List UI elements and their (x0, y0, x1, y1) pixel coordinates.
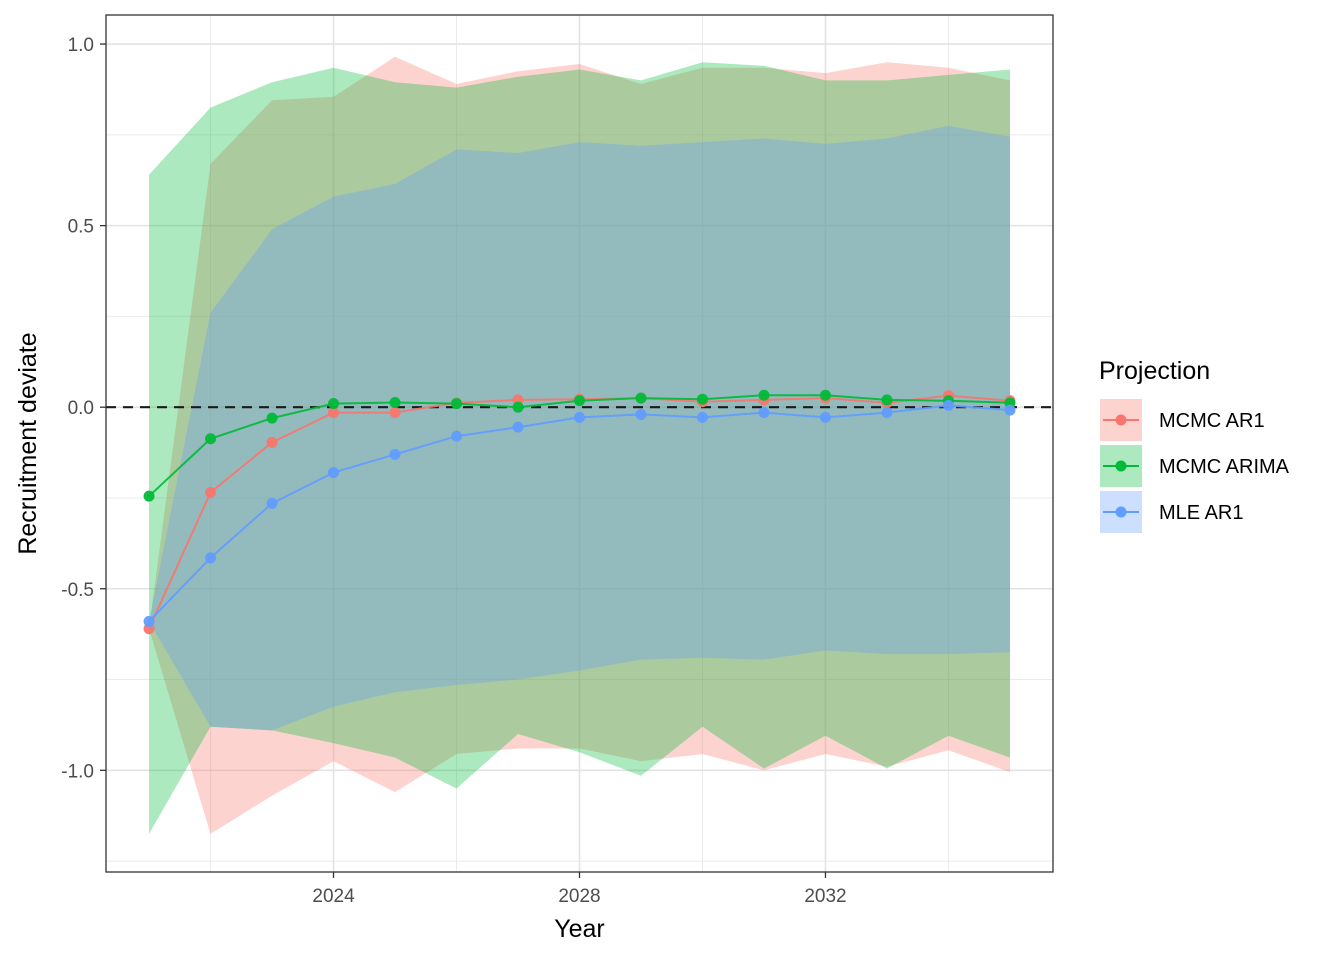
legend-label-mcmc-arima: MCMC ARIMA (1159, 456, 1290, 478)
data-point-mcmc-arima (696, 393, 708, 405)
ribbon-mcmc-arima (149, 62, 1010, 834)
legend-key-point (1115, 414, 1127, 426)
data-point-mcmc-ar1 (389, 407, 401, 419)
ribbon-mcmc-ar1 (149, 56, 1010, 834)
data-point-mle-ar1 (266, 497, 278, 509)
data-point-mle-ar1 (696, 411, 708, 423)
y-tick-label: -0.5 (61, 580, 94, 601)
data-point-mle-ar1 (328, 467, 340, 479)
data-point-mcmc-arima (758, 389, 770, 401)
x-tick-label: 2032 (804, 886, 846, 907)
legend: Projection MCMC AR1 MCMC ARIMA MLE AR1 (1099, 357, 1290, 533)
data-point-mle-ar1 (451, 430, 463, 442)
y-tick-label: 0.0 (68, 398, 94, 419)
y-tick-label: -1.0 (61, 761, 94, 782)
y-tick-label: 0.5 (68, 217, 94, 238)
legend-label-mcmc-ar1: MCMC AR1 (1159, 410, 1265, 432)
data-point-mle-ar1 (942, 399, 954, 411)
legend-key-point (1115, 506, 1127, 518)
data-point-mle-ar1 (574, 411, 585, 423)
data-point-mcmc-ar1 (266, 436, 278, 448)
data-point-mcmc-arima (143, 490, 155, 502)
data-point-mle-ar1 (389, 448, 401, 460)
data-point-mcmc-arima (574, 395, 585, 407)
legend-title: Projection (1099, 357, 1210, 385)
data-point-mcmc-arima (266, 412, 278, 424)
y-axis-title: Recruitment deviate (14, 332, 42, 554)
data-point-mcmc-arima (881, 394, 893, 406)
data-point-mle-ar1 (1004, 404, 1016, 416)
data-point-mcmc-arima (451, 398, 463, 410)
ribbon-mle-ar1 (149, 125, 1010, 731)
x-tick-label: 2024 (312, 886, 355, 907)
legend-key-point (1115, 460, 1127, 472)
data-point-mle-ar1 (758, 407, 770, 419)
data-point-mle-ar1 (205, 552, 217, 564)
x-tick-label: 2028 (558, 886, 600, 907)
data-point-mcmc-arima (635, 392, 647, 404)
data-point-mle-ar1 (819, 411, 831, 423)
data-point-mle-ar1 (635, 408, 647, 420)
data-point-mle-ar1 (143, 615, 155, 627)
data-point-mcmc-arima (328, 398, 340, 410)
plot-panel (106, 15, 1053, 872)
x-axis-title: Year (554, 915, 605, 943)
y-tick-label: 1.0 (68, 35, 94, 56)
data-point-mcmc-arima (205, 433, 217, 445)
data-point-mcmc-arima (389, 396, 401, 408)
data-point-mcmc-ar1 (328, 407, 340, 419)
legend-label-mle-ar1: MLE AR1 (1159, 502, 1243, 524)
data-point-mle-ar1 (881, 407, 893, 419)
data-point-mcmc-arima (512, 401, 524, 413)
data-point-mcmc-arima (819, 389, 831, 401)
axes: 1.0 0.5 0.0 -0.5 -1.0 2024 2028 2032 Year Recruit… (14, 14, 1054, 943)
data-point-mcmc-ar1 (205, 487, 217, 499)
data-point-mle-ar1 (512, 421, 524, 433)
